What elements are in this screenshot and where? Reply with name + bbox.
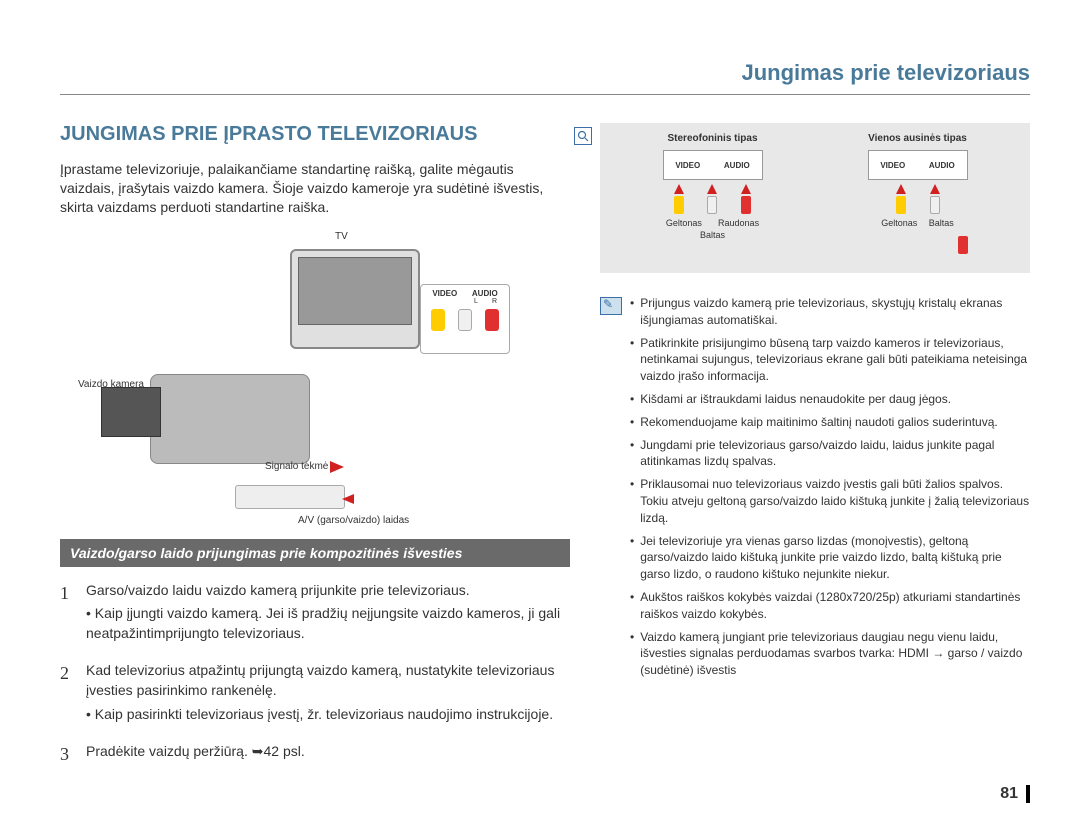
signal-arrow-icon [330,461,344,473]
white-label: Baltas [929,218,954,228]
arrow-up-icon [741,184,751,194]
yellow-label: Geltonas [881,218,917,228]
notes-block: Prijungus vaizdo kamerą prie televizoria… [600,295,1030,685]
step-1-sub-1: Kaip įjungti vaizdo kamerą. Jei iš pradž… [86,604,570,643]
note-item: Prijungus vaizdo kamerą prie televizoria… [630,295,1030,329]
note-item: Rekomenduojame kaip maitinimo šaltinį na… [630,414,1030,431]
note-item: Vaizdo kamerą jungiant prie televizoriau… [630,629,1030,679]
red-plug-unused-icon [958,236,968,254]
white-plug-icon [458,309,472,331]
note-item: Jei televizoriuje yra vienas garso lizda… [630,533,1030,583]
yellow-plug-mini-icon [674,196,684,214]
note-item: Jungdami prie televizoriaus garso/vaizdo… [630,437,1030,471]
white-plug-mini-icon [707,196,717,214]
video-label: VIDEO [675,161,700,170]
step-number: 2 [60,661,86,728]
step-number: 3 [60,742,86,767]
arrow-up-icon [674,184,684,194]
page-number: 81 [1000,785,1030,803]
step-number: 1 [60,581,86,648]
arrow-up-icon [707,184,717,194]
step-2-sub-1: Kaip pasirinkti televizoriaus įvestį, žr… [86,705,570,725]
tv-label: TV [335,231,348,242]
right-column: Stereofoninis tipas VIDEO AUDIO [600,123,1030,781]
mono-port-box: VIDEO AUDIO [868,150,968,180]
audio-label: AUDIO [929,161,955,170]
l-label: L [474,298,478,305]
page-header-title: Jungimas prie televizoriaus [60,60,1030,95]
audio-type-panel: Stereofoninis tipas VIDEO AUDIO [600,123,1030,273]
r-label: R [492,298,497,305]
yellow-plug-mini-icon [896,196,906,214]
notes-list: Prijungus vaizdo kamerą prie televizoria… [630,295,1030,685]
white-label: Baltas [700,230,725,240]
white-plug-mini-icon [930,196,940,214]
step-1-text: Garso/vaizdo laidu vaizdo kamerą prijunk… [86,582,470,598]
arrow-up-icon [896,184,906,194]
magnify-icon [574,127,592,145]
yellow-label: Geltonas [666,218,702,228]
tv-illustration [290,249,420,349]
stereo-title: Stereofoninis tipas [663,133,763,144]
step-1: 1 Garso/vaizdo laidu vaizdo kamerą priju… [60,581,570,648]
connection-diagram: TV VIDEO AUDIO L R Vaizdo kame [60,229,570,529]
section-title: JUNGIMAS PRIE ĮPRASTO TELEVIZORIAUS [60,123,570,146]
av-jack-illustration [235,485,345,509]
audio-port-label: AUDIO [472,289,498,298]
red-plug-mini-icon [741,196,751,214]
video-label: VIDEO [880,161,905,170]
note-icon [600,297,622,315]
step-3-text: Pradėkite vaizdų peržiūrą. ➥42 psl. [86,743,305,759]
steps-list: 1 Garso/vaizdo laidu vaizdo kamerą priju… [60,581,570,768]
note-item: Kišdami ar ištraukdami laidus nenaudokit… [630,391,1030,408]
stereo-port-box: VIDEO AUDIO [663,150,763,180]
left-column: JUNGIMAS PRIE ĮPRASTO TELEVIZORIAUS Įpra… [60,123,570,781]
mono-type-column: Vienos ausinės tipas VIDEO AUDIO Ge [868,133,968,259]
step-3: 3 Pradėkite vaizdų peržiūrą. ➥42 psl. [60,742,570,767]
stereo-type-column: Stereofoninis tipas VIDEO AUDIO [663,133,763,259]
note-item: Aukštos raiškos kokybės vaizdai (1280x72… [630,589,1030,623]
note-item: Patikrinkite prisijungimo būseną tarp va… [630,335,1030,385]
red-plug-icon [485,309,499,331]
camcorder-illustration [150,374,310,464]
subsection-title-bar: Vaizdo/garso laido prijungimas prie komp… [60,539,570,567]
intro-paragraph: Įprastame televizoriuje, palaikančiame s… [60,160,570,217]
step-2-text: Kad televizorius atpažintų prijungtą vai… [86,662,554,698]
video-port-label: VIDEO [432,289,457,298]
mono-title: Vienos ausinės tipas [868,133,968,144]
yellow-plug-icon [431,309,445,331]
signal-flow-label: Signalo tėkmė [265,461,328,472]
av-port-panel: VIDEO AUDIO L R [420,284,510,354]
arrow-up-icon [930,184,940,194]
note-item: Priklausomai nuo televizoriaus vaizdo įv… [630,476,1030,526]
red-label: Raudonas [718,218,759,228]
av-cable-label: A/V (garso/vaizdo) laidas [298,515,409,526]
audio-label: AUDIO [724,161,750,170]
step-2: 2 Kad televizorius atpažintų prijungtą v… [60,661,570,728]
